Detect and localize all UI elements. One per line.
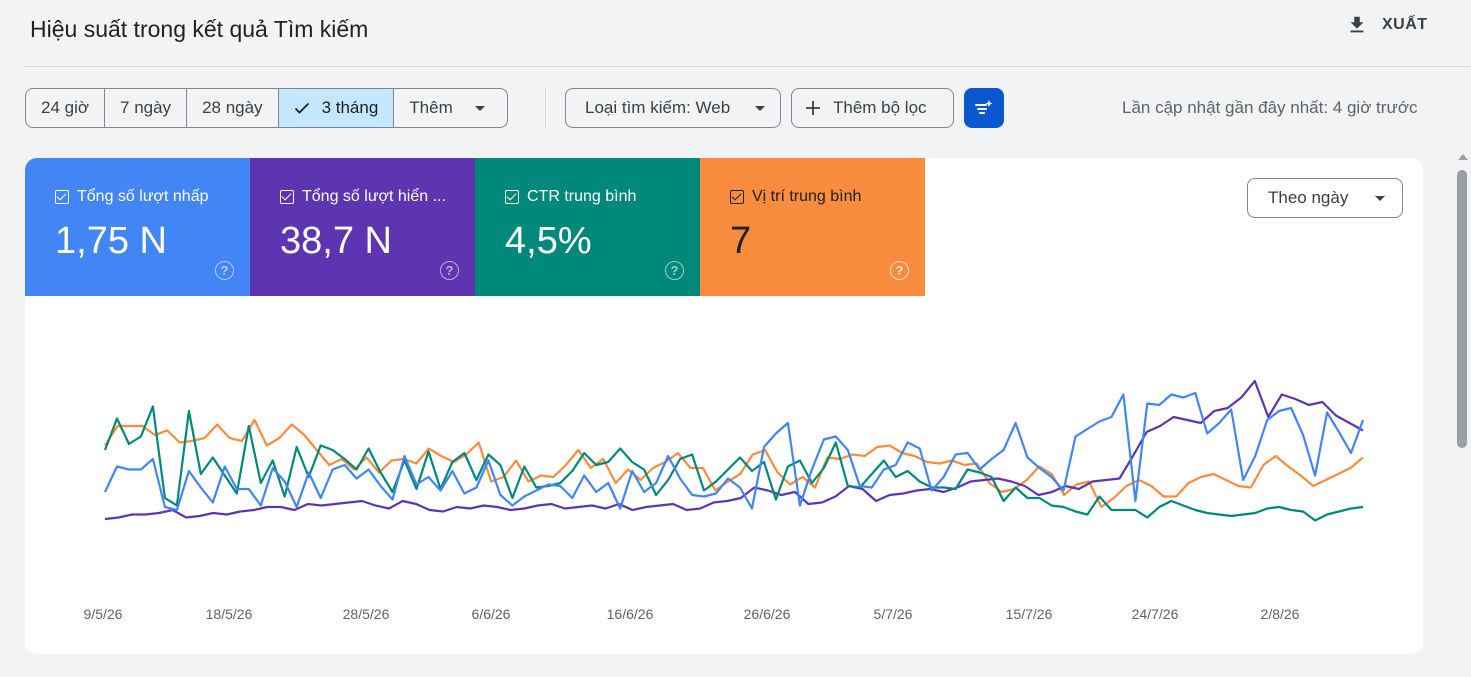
metric-clicks-tile[interactable]: Tổng số lượt nhấp 1,75 N ? <box>25 158 250 296</box>
help-icon[interactable]: ? <box>890 261 909 280</box>
x-tick-label: 6/6/26 <box>472 606 511 622</box>
range-28d-button[interactable]: 28 ngày <box>187 89 279 127</box>
checkbox-icon <box>730 190 744 204</box>
plus-icon <box>806 101 820 115</box>
range-3m-button[interactable]: 3 tháng <box>278 89 395 127</box>
granularity-dropdown[interactable]: Theo ngày <box>1247 178 1403 218</box>
series-line-3 <box>104 418 1364 509</box>
scrollbar[interactable] <box>1453 148 1471 677</box>
download-icon <box>1350 16 1364 33</box>
sparkle-filter-icon <box>975 100 993 114</box>
metric-clicks-label: Tổng số lượt nhấp <box>77 188 209 205</box>
checkbox-icon <box>55 190 69 204</box>
export-label: XUẤT <box>1382 16 1428 33</box>
series-line-1 <box>104 379 1364 521</box>
metric-position-tile[interactable]: Vị trí trung bình 7 ? <box>700 158 925 296</box>
search-type-label: Loại tìm kiếm: Web <box>585 98 731 117</box>
series-line-0 <box>104 391 1365 512</box>
checkbox-icon <box>505 190 519 204</box>
ai-filter-button[interactable] <box>964 88 1004 128</box>
export-button[interactable]: XUẤT <box>1346 14 1428 36</box>
add-filter-button[interactable]: Thêm bộ lọc <box>791 88 954 128</box>
range-3m-label: 3 tháng <box>321 98 379 117</box>
metric-ctr-header: CTR trung bình <box>505 188 636 206</box>
help-icon[interactable]: ? <box>440 261 459 280</box>
range-24h-button[interactable]: 24 giờ <box>26 89 106 127</box>
search-type-dropdown[interactable]: Loại tìm kiếm: Web <box>565 88 781 128</box>
metric-impressions-value: 38,7 N <box>280 220 392 262</box>
page-header: Hiệu suất trong kết quả Tìm kiếm XUẤT <box>0 0 1471 66</box>
metric-position-value: 7 <box>730 220 752 262</box>
x-tick-label: 18/5/26 <box>206 606 253 622</box>
x-tick-label: 5/7/26 <box>874 606 913 622</box>
date-range-selector: 24 giờ 7 ngày 28 ngày 3 tháng Thêm <box>25 88 508 128</box>
header-divider <box>24 66 1471 67</box>
scrollbar-thumb[interactable] <box>1457 170 1467 448</box>
chevron-down-icon <box>755 106 765 111</box>
performance-card: Tổng số lượt nhấp 1,75 N ? Tổng số lượt … <box>25 158 1423 654</box>
x-tick-label: 9/5/26 <box>84 606 123 622</box>
granularity-label: Theo ngày <box>1268 188 1349 207</box>
x-tick-label: 2/8/26 <box>1261 606 1300 622</box>
metric-ctr-tile[interactable]: CTR trung bình 4,5% ? <box>475 158 700 296</box>
metric-ctr-value: 4,5% <box>505 220 592 262</box>
range-more-button[interactable]: Thêm <box>394 89 506 127</box>
series-line-2 <box>103 405 1364 522</box>
chevron-down-icon <box>1375 196 1385 201</box>
metric-position-header: Vị trí trung bình <box>730 188 861 206</box>
x-tick-label: 28/5/26 <box>343 606 390 622</box>
metric-impressions-label: Tổng số lượt hiển ... <box>302 188 446 205</box>
metric-clicks-value: 1,75 N <box>55 220 167 262</box>
help-icon[interactable]: ? <box>215 261 234 280</box>
metric-impressions-tile[interactable]: Tổng số lượt hiển ... 38,7 N ? <box>250 158 475 296</box>
x-tick-label: 24/7/26 <box>1132 606 1179 622</box>
page-title: Hiệu suất trong kết quả Tìm kiếm <box>30 16 369 42</box>
x-tick-label: 26/6/26 <box>744 606 791 622</box>
chevron-down-icon <box>474 105 485 111</box>
metric-ctr-label: CTR trung bình <box>527 188 637 205</box>
last-updated-text: Lần cập nhật gần đây nhất: 4 giờ trước <box>1122 98 1418 117</box>
x-tick-label: 15/7/26 <box>1006 606 1053 622</box>
add-filter-label: Thêm bộ lọc <box>833 98 927 117</box>
x-tick-label: 16/6/26 <box>607 606 654 622</box>
range-more-label: Thêm <box>409 98 453 117</box>
toolbar-divider <box>545 88 546 128</box>
check-icon <box>294 102 309 114</box>
scroll-up-arrow-icon[interactable] <box>1458 154 1468 160</box>
metric-impressions-header: Tổng số lượt hiển ... <box>280 188 446 206</box>
metric-position-label: Vị trí trung bình <box>752 188 862 205</box>
metric-clicks-header: Tổng số lượt nhấp <box>55 188 209 206</box>
checkbox-icon <box>280 190 294 204</box>
performance-chart: 9/5/26 18/5/26 28/5/26 6/6/26 16/6/26 26/6/26… <box>84 379 1365 622</box>
help-icon[interactable]: ? <box>665 261 684 280</box>
range-7d-button[interactable]: 7 ngày <box>105 89 188 127</box>
